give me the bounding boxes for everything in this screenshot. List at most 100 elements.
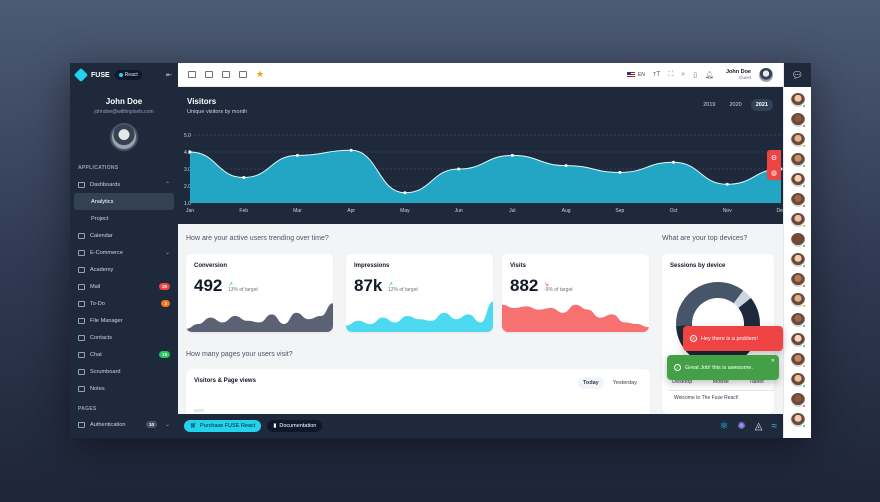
data-point[interactable] <box>295 153 299 157</box>
error-toast[interactable]: ✕ Hey there is a problem! <box>683 326 783 351</box>
star-icon[interactable]: ★ <box>256 69 265 79</box>
language-code[interactable]: EN <box>637 71 645 78</box>
donut-slice-tablet[interactable] <box>733 290 751 309</box>
react-badge-label: React <box>124 72 138 78</box>
status-dot-icon <box>801 424 806 428</box>
contact-avatar[interactable] <box>790 333 806 348</box>
user-menu[interactable]: John Doe Guest <box>726 69 751 80</box>
sidebar-toggle-icon[interactable]: ⇤ <box>166 72 172 79</box>
year-2020[interactable]: 2020 <box>729 102 742 108</box>
sidebar-item-to-do[interactable]: To-Do 3 <box>70 295 178 312</box>
tailwind-logo-icon[interactable]: ≈ <box>771 420 778 432</box>
visitors-line <box>189 149 782 194</box>
contact-avatar[interactable] <box>790 193 806 208</box>
sidebar-item-contacts[interactable]: Contacts <box>70 329 178 346</box>
sidebar-item-analytics[interactable]: Analytics <box>74 193 174 210</box>
kpi-target: -9% of target <box>544 287 573 293</box>
year-2019[interactable]: 2019 <box>703 102 716 108</box>
contact-avatar[interactable] <box>790 133 806 148</box>
chat-panel-icon[interactable]: 💬︎ <box>784 63 811 87</box>
mail-shortcut-icon[interactable] <box>205 71 213 78</box>
redux-logo-icon[interactable]: ✺ <box>737 420 746 432</box>
status-dot-icon <box>801 124 806 128</box>
sidebar-item-scrumboard[interactable]: Scrumboard <box>70 363 178 380</box>
kpi-sparkline <box>502 304 649 332</box>
chevron-icon: ⌃ <box>164 182 170 188</box>
sidebar-item-mail[interactable]: Mail 25 <box>70 278 178 295</box>
user-avatar[interactable] <box>110 123 138 151</box>
data-point[interactable] <box>242 176 246 179</box>
sidebar-item-notes[interactable]: Notes <box>70 380 178 397</box>
sidebar-item-project[interactable]: Project <box>70 210 178 227</box>
error-icon: ✕ <box>690 335 697 342</box>
tab-yesterday[interactable]: Yesterday <box>612 380 637 386</box>
data-point[interactable] <box>672 160 676 164</box>
y-tick-label: 2.0 <box>184 184 191 190</box>
contact-avatar[interactable] <box>790 213 806 228</box>
bookmark-icon[interactable]: ▯ <box>693 71 698 79</box>
data-point[interactable] <box>188 150 192 154</box>
success-toast[interactable]: ✓ Great Job! this is awesome. ✕ <box>667 355 779 380</box>
purchase-button[interactable]: 🛒︎ Purchase FUSE React <box>184 420 262 432</box>
contact-avatar[interactable] <box>790 353 806 368</box>
data-point[interactable] <box>403 191 407 195</box>
settings-fab[interactable]: ⚙︎ ◍ <box>767 150 781 180</box>
material-ui-logo-icon[interactable]: ◬ <box>754 420 763 432</box>
sidebar-item-chat[interactable]: Chat 13 <box>70 346 178 363</box>
donut-slice-mobile[interactable] <box>676 282 744 326</box>
sidebar-item-authentication[interactable]: Authentication 10 ⌄ <box>70 416 178 433</box>
fullscreen-icon[interactable]: ⛶ <box>668 70 674 78</box>
kpi-title: Visits <box>510 263 526 269</box>
data-point[interactable] <box>564 164 568 168</box>
contacts-shortcut-icon[interactable] <box>222 71 230 78</box>
data-point[interactable] <box>510 153 514 157</box>
todo-shortcut-icon[interactable] <box>239 71 247 78</box>
documentation-button[interactable]: ▮ Documentation <box>267 420 323 432</box>
sidebar-item-label: Notes <box>90 385 105 392</box>
contact-avatar[interactable] <box>790 253 806 268</box>
data-point[interactable] <box>618 170 622 174</box>
sidebar-item-label: File Manager <box>90 317 123 324</box>
data-point[interactable] <box>457 167 461 171</box>
logo-text: FUSE <box>91 71 110 79</box>
sidebar-item-calendar[interactable]: Calendar <box>70 227 178 244</box>
gear-icon[interactable]: ⚙︎ <box>770 154 778 162</box>
data-point[interactable] <box>725 182 729 186</box>
contact-avatar[interactable] <box>790 173 806 188</box>
font-size-icon[interactable]: ᴛT <box>652 71 661 78</box>
sidebar-item-e-commerce[interactable]: E-Commerce ⌄ <box>70 244 178 261</box>
contact-avatar[interactable] <box>790 413 806 428</box>
sidebar-item-academy[interactable]: Academy <box>70 261 178 278</box>
cart-icon: 🛒︎ <box>190 423 197 429</box>
sidebar: FUSE React ⇤ John Doe johndoe@withinpixe… <box>70 63 178 438</box>
contact-avatar[interactable] <box>790 373 806 388</box>
bell-icon[interactable]: 🔔︎ <box>705 71 714 79</box>
palette-icon[interactable]: ◍ <box>770 169 778 177</box>
rail-avatar-list <box>784 93 811 428</box>
contact-avatar[interactable] <box>790 273 806 288</box>
x-tick-label: Jan <box>186 208 194 214</box>
year-2021[interactable]: 2021 <box>750 99 773 111</box>
topbar-avatar[interactable] <box>759 67 773 82</box>
topbar: ★ EN ᴛT ⛶ ⌕ ▯ 🔔︎ John Doe Guest <box>178 63 783 87</box>
kpi-card-impressions: Impressions 87k ↗ 12% of target <box>346 254 493 332</box>
status-dot-icon <box>801 344 806 348</box>
us-flag-icon[interactable] <box>626 72 635 77</box>
data-point[interactable] <box>349 148 353 152</box>
close-icon[interactable]: ✕ <box>770 358 775 364</box>
contact-avatar[interactable] <box>790 313 806 328</box>
calendar-shortcut-icon[interactable] <box>188 71 196 78</box>
sidebar-item-file-manager[interactable]: File Manager <box>70 312 178 329</box>
contact-avatar[interactable] <box>790 233 806 248</box>
contact-avatar[interactable] <box>790 153 806 168</box>
contact-avatar[interactable] <box>790 393 806 408</box>
contact-avatar[interactable] <box>790 113 806 128</box>
sidebar-item-dashboards[interactable]: Dashboards ⌃ <box>70 176 178 193</box>
react-logo-icon[interactable]: ⚛︎ <box>719 420 729 432</box>
tab-today[interactable]: Today <box>577 377 604 389</box>
contact-avatar[interactable] <box>790 293 806 308</box>
search-icon[interactable]: ⌕ <box>681 70 686 78</box>
chat-icon <box>78 351 85 358</box>
user-email: johndoe@withinpixels.com <box>94 109 154 115</box>
contact-avatar[interactable] <box>790 93 806 108</box>
